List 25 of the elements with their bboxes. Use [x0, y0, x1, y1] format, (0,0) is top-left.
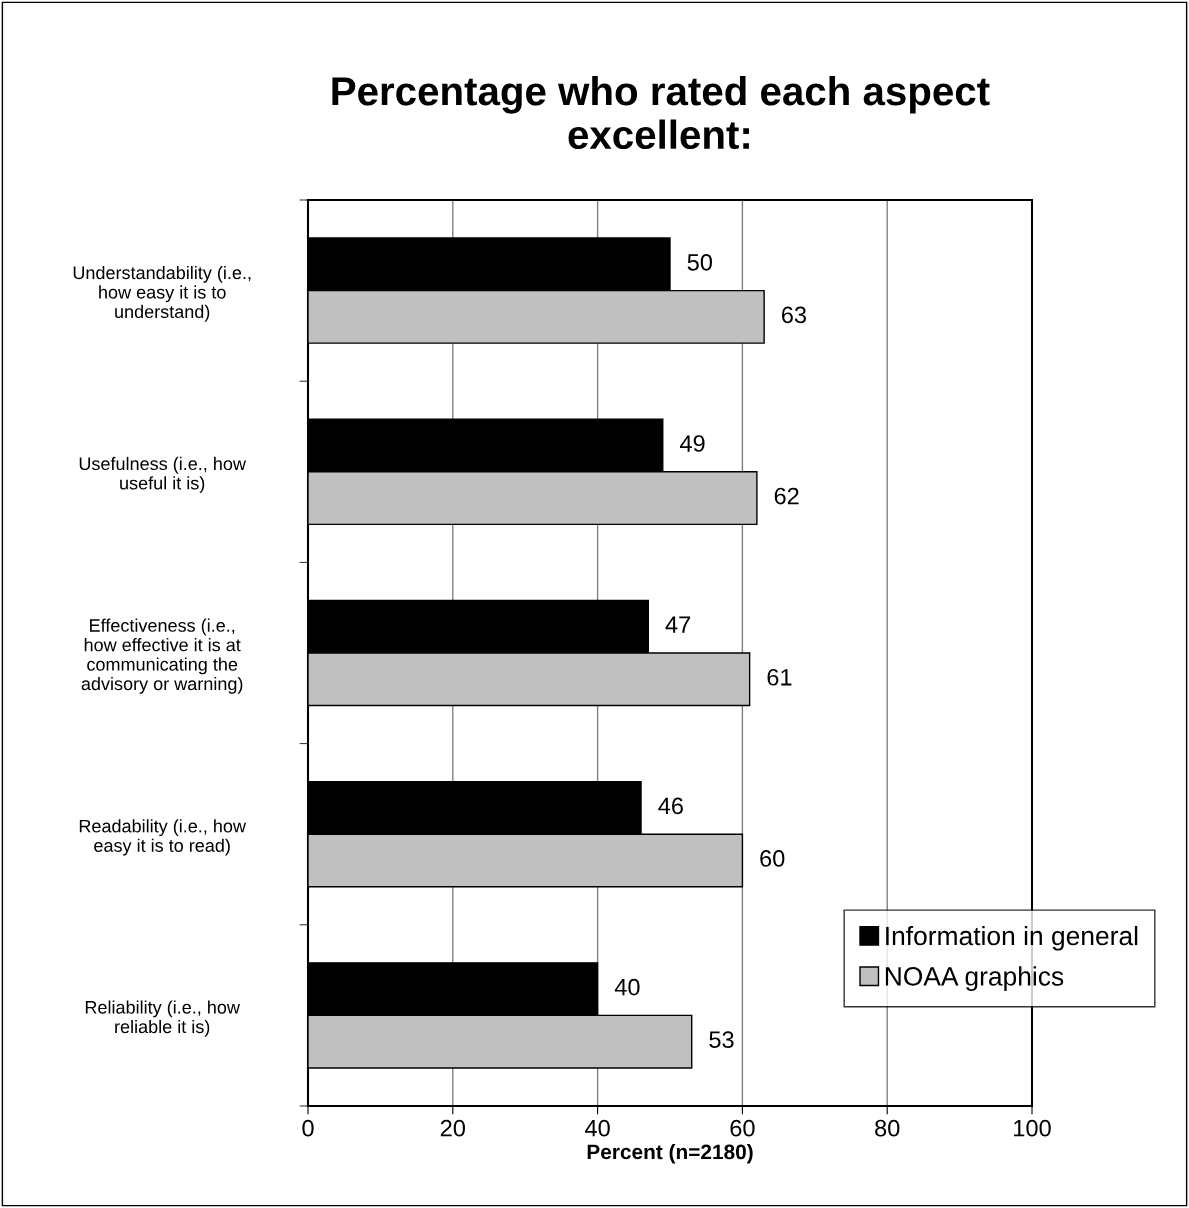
data-label: 50: [687, 253, 713, 271]
data-label: 47: [665, 616, 691, 633]
x-tick-label: 20: [440, 1119, 466, 1137]
chart-title: Percentage who rated each aspect excellent:: [332, 75, 990, 150]
y-tick-label: Readability (i.e., how easy it is to read): [79, 819, 247, 856]
data-label: 49: [679, 435, 705, 452]
data-label: 62: [774, 487, 799, 505]
data-label: 63: [781, 306, 807, 324]
x-tick-label: 80: [875, 1119, 900, 1137]
x-tick-label: 40: [585, 1119, 610, 1137]
x-tick-label: 0: [302, 1119, 314, 1137]
y-tick-label: Usefulness (i.e., how useful it is): [79, 456, 247, 494]
data-label: 46: [658, 797, 683, 815]
data-label: 40: [614, 978, 640, 996]
y-tick-label: Understandability (i.e., how easy it is to understand): [73, 265, 251, 322]
legend-label: Information in general: [886, 925, 1138, 951]
data-label: 60: [760, 850, 785, 867]
y-tick-label: Effectiveness (i.e., how effective it is at communicating the advisory or warning): [81, 618, 243, 694]
x-axis-title: Percent (n=2180): [587, 1143, 753, 1164]
y-tick-label: Reliability (i.e., how reliable it is): [85, 1000, 240, 1037]
x-tick-label: 60: [730, 1119, 755, 1137]
data-label: 61: [767, 668, 792, 686]
data-label: 53: [709, 1031, 734, 1049]
legend-label: NOAA graphics: [885, 966, 1064, 991]
x-tick-label: 100: [1014, 1119, 1051, 1137]
